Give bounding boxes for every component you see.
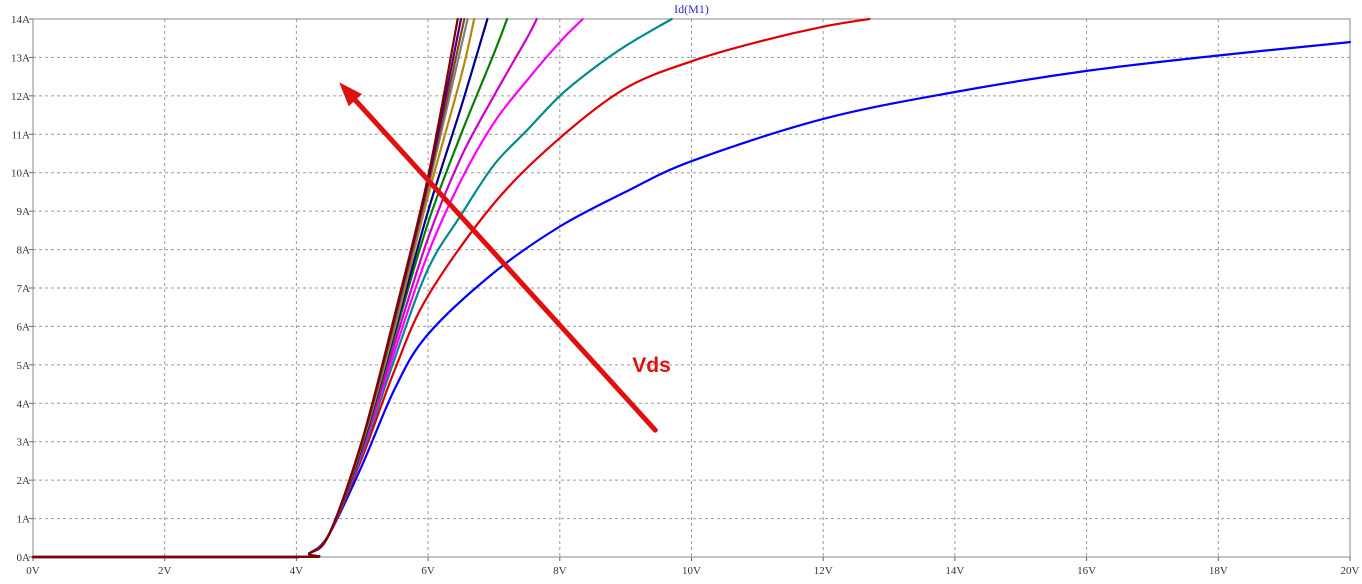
chart-title: Id(M1)	[674, 2, 709, 16]
annotation-layer: Vds	[339, 82, 671, 433]
y-tick-label: 5A	[17, 360, 31, 372]
x-tick-label: 18V	[1209, 565, 1228, 577]
y-tick-label: 6A	[17, 321, 31, 333]
vds-annotation-label: Vds	[632, 354, 671, 377]
x-tick-label: 8V	[553, 565, 567, 577]
series-layer	[31, 17, 1352, 559]
y-tick-label: 2A	[17, 475, 31, 487]
y-tick-label: 1A	[17, 514, 31, 526]
x-tick-label: 12V	[814, 565, 833, 577]
x-tick-label: 0V	[26, 565, 40, 577]
y-tick-label: 0A	[17, 552, 31, 564]
x-tick-label: 4V	[290, 565, 304, 577]
x-tick-label: 20V	[1341, 565, 1360, 577]
x-tick-label: 2V	[158, 565, 172, 577]
series-line-1	[31, 41, 1352, 559]
y-tick-label: 9A	[17, 206, 31, 218]
x-tick-label: 16V	[1077, 565, 1096, 577]
y-tick-label: 14A	[11, 14, 30, 26]
y-tick-label: 11A	[11, 129, 30, 141]
series-line-4	[31, 17, 584, 559]
y-tick-label: 4A	[17, 398, 31, 410]
annotation-arrow-shaft	[352, 97, 658, 433]
y-tick-label: 3A	[17, 437, 31, 449]
axis-ticks: 0V 2V 4V 6V 8V 10V 12V 14V 16V 18V 20V 0A 1A 2A 3A 4A 5A…	[11, 14, 1359, 577]
y-tick-label: 12A	[11, 91, 30, 103]
y-tick-label: 13A	[11, 52, 30, 64]
x-tick-label: 10V	[682, 565, 701, 577]
series-line-11	[31, 17, 463, 559]
x-tick-label: 6V	[421, 565, 435, 577]
annotation-arrow-head	[339, 82, 362, 107]
y-tick-label: 10A	[11, 168, 30, 180]
y-tick-label: 7A	[17, 283, 31, 295]
grid-lines	[33, 19, 1350, 557]
x-tick-label: 14V	[945, 565, 964, 577]
y-tick-label: 8A	[17, 245, 31, 257]
